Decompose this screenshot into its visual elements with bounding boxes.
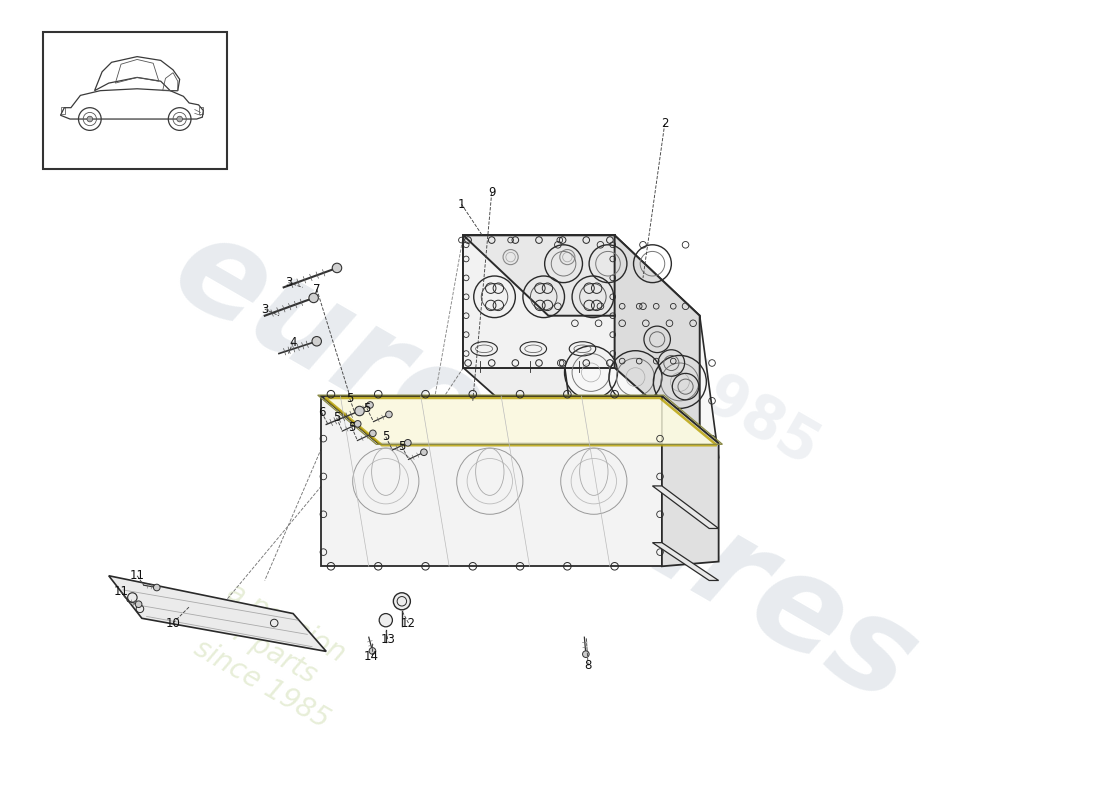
Polygon shape xyxy=(652,486,718,529)
Text: 5: 5 xyxy=(363,402,371,415)
Circle shape xyxy=(135,601,142,607)
Text: 6: 6 xyxy=(318,406,326,418)
Circle shape xyxy=(420,449,427,455)
Text: 10: 10 xyxy=(166,617,180,630)
Circle shape xyxy=(379,614,393,627)
Circle shape xyxy=(584,451,588,456)
Text: 5: 5 xyxy=(333,411,340,424)
Text: 2: 2 xyxy=(661,118,669,130)
Text: 5: 5 xyxy=(398,440,406,453)
Text: 7: 7 xyxy=(314,282,320,296)
Circle shape xyxy=(386,411,393,418)
Polygon shape xyxy=(463,235,615,368)
Polygon shape xyxy=(321,396,718,443)
Circle shape xyxy=(366,402,373,408)
Text: 3: 3 xyxy=(261,302,268,315)
Circle shape xyxy=(607,451,613,456)
Polygon shape xyxy=(652,542,718,581)
Text: 5: 5 xyxy=(382,430,389,443)
Text: 1: 1 xyxy=(458,198,465,210)
Circle shape xyxy=(177,116,183,122)
Circle shape xyxy=(355,406,364,416)
Text: 5: 5 xyxy=(346,393,353,406)
Circle shape xyxy=(312,337,321,346)
Text: 11: 11 xyxy=(130,570,144,582)
Text: 5: 5 xyxy=(348,421,355,434)
Polygon shape xyxy=(109,576,327,651)
Circle shape xyxy=(654,451,660,456)
Text: since 1985: since 1985 xyxy=(495,250,829,476)
Polygon shape xyxy=(558,316,718,458)
Polygon shape xyxy=(463,235,700,316)
Circle shape xyxy=(154,584,161,591)
Text: 11: 11 xyxy=(113,586,129,598)
Bar xyxy=(43,32,227,169)
Circle shape xyxy=(394,593,410,610)
Text: a passion
for parts
since 1985: a passion for parts since 1985 xyxy=(189,578,366,734)
Polygon shape xyxy=(321,396,662,566)
Circle shape xyxy=(583,651,590,658)
Polygon shape xyxy=(326,398,717,446)
Bar xyxy=(199,106,204,114)
Polygon shape xyxy=(615,235,700,443)
Circle shape xyxy=(332,263,342,273)
Polygon shape xyxy=(463,240,605,363)
Text: 13: 13 xyxy=(381,633,395,646)
Text: 8: 8 xyxy=(584,659,592,672)
Circle shape xyxy=(370,430,376,437)
Text: 3: 3 xyxy=(285,276,293,289)
Circle shape xyxy=(405,439,411,446)
Circle shape xyxy=(679,451,683,456)
Text: 12: 12 xyxy=(402,617,416,630)
Circle shape xyxy=(370,648,376,654)
Polygon shape xyxy=(463,368,700,443)
Bar xyxy=(60,106,65,114)
Circle shape xyxy=(354,421,361,427)
Text: 9: 9 xyxy=(488,186,495,199)
Text: eurospares: eurospares xyxy=(152,203,937,730)
Polygon shape xyxy=(662,396,718,566)
Circle shape xyxy=(87,116,92,122)
Circle shape xyxy=(309,293,318,302)
Text: 4: 4 xyxy=(289,336,297,349)
Text: 14: 14 xyxy=(364,650,380,662)
Circle shape xyxy=(631,451,636,456)
